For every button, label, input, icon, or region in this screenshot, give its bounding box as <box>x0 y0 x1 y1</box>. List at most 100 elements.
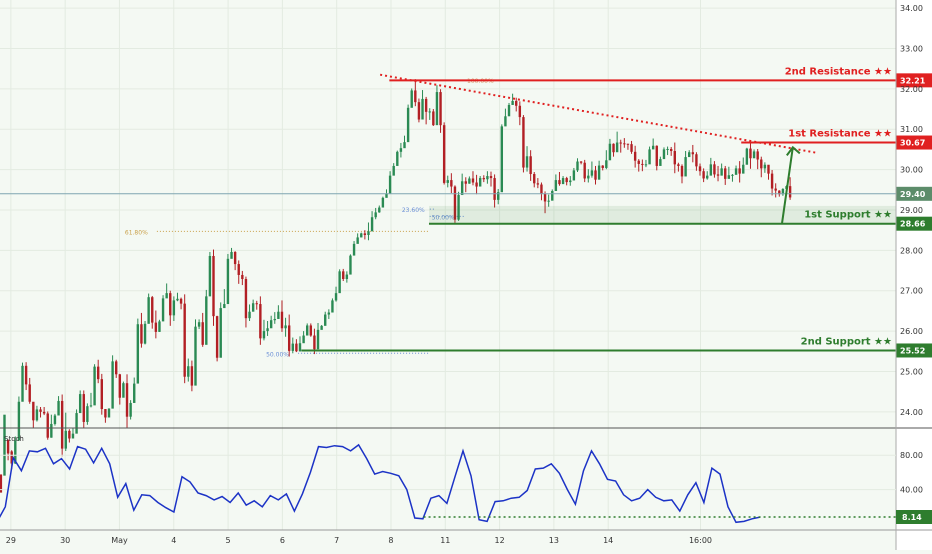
candle-body <box>284 325 287 329</box>
candle-body <box>367 231 370 235</box>
candle-body <box>287 325 291 351</box>
support-zone <box>428 205 896 224</box>
price-tick-label: 32.00 <box>900 85 923 94</box>
candle-body <box>356 237 359 244</box>
candle-body <box>540 184 543 194</box>
level-price-tag: 25.52 <box>900 346 925 355</box>
candle-body <box>331 300 334 313</box>
candle-body <box>543 193 547 202</box>
candle-body <box>731 174 734 176</box>
candle-body <box>688 152 691 158</box>
candle-body <box>565 178 568 183</box>
candle-body <box>342 271 345 280</box>
candle-body <box>529 156 532 175</box>
candle-body <box>572 170 576 181</box>
candle-body <box>78 394 82 414</box>
candle-body <box>756 151 759 160</box>
candle-body <box>320 325 323 330</box>
candle-body <box>619 142 622 144</box>
level-price-tag-bg <box>896 73 932 88</box>
price-tick-label: 25.00 <box>900 367 923 376</box>
candle-body <box>230 251 233 259</box>
candle-body <box>569 180 572 183</box>
level-price-tag-bg <box>896 343 932 358</box>
candle-body <box>644 164 648 166</box>
candle-body <box>695 154 698 167</box>
candle-body <box>291 343 294 351</box>
candle-body <box>28 384 31 402</box>
candle-body <box>515 100 518 106</box>
candle-body <box>161 298 165 322</box>
candle-body <box>223 304 226 309</box>
candle-body <box>100 379 103 410</box>
candle-body <box>706 175 709 179</box>
candle-body <box>75 413 78 434</box>
candle-body <box>93 366 96 406</box>
time-tick-label: 6 <box>280 536 285 545</box>
candle-body <box>460 181 464 196</box>
candle-body <box>522 117 525 168</box>
candle-body <box>738 168 741 174</box>
candle-body <box>64 430 67 449</box>
candle-body <box>778 190 781 195</box>
candle-body <box>183 303 186 377</box>
candle-body <box>57 400 60 416</box>
candle-body <box>752 151 756 159</box>
candle-body <box>176 298 179 301</box>
time-tick-label: 5 <box>226 536 231 545</box>
price-tick-label: 24.00 <box>900 408 923 417</box>
candle-body <box>42 411 46 414</box>
candle-body <box>352 243 356 256</box>
candle-body <box>194 326 197 386</box>
candle-body <box>684 157 687 177</box>
candle-body <box>147 297 150 324</box>
candle-body <box>590 170 594 176</box>
stoch-value-tag: 8.14 <box>902 513 922 522</box>
candle-body <box>788 186 792 198</box>
candle-body <box>435 92 439 126</box>
candle-body <box>536 183 540 185</box>
candle-body <box>457 195 460 220</box>
candle-body <box>237 264 240 275</box>
candle-body <box>349 255 352 275</box>
stoch-line <box>0 443 761 524</box>
candle-body <box>432 111 435 126</box>
time-tick-label: 12 <box>494 536 504 545</box>
candle-body <box>226 258 230 305</box>
candle-body <box>334 293 338 301</box>
candle-body <box>767 164 770 174</box>
candle-body <box>471 178 475 183</box>
candle-body <box>507 104 511 117</box>
price-tick-label: 30.00 <box>900 166 923 175</box>
candle-body <box>89 405 93 407</box>
candle-body <box>673 151 676 165</box>
candle-body <box>677 164 680 166</box>
candle-body <box>558 180 561 185</box>
level-price-tag-bg <box>896 216 932 231</box>
candle-body <box>511 100 514 105</box>
candle-body <box>0 474 3 493</box>
price-tick-label: 27.00 <box>900 287 923 296</box>
candle-body <box>504 116 507 127</box>
level-name: 1st Support ★★ <box>804 210 892 221</box>
candle-body <box>255 303 258 305</box>
candle-body <box>760 159 763 169</box>
candle-body <box>716 174 720 176</box>
candle-body <box>17 401 21 441</box>
candle-body <box>662 149 666 160</box>
candle-body <box>179 298 183 304</box>
level-price-tag: 32.21 <box>900 76 926 85</box>
candle-body <box>205 296 208 345</box>
candle-body <box>107 408 111 418</box>
candle-body <box>169 293 172 316</box>
price-tick-label: 34.00 <box>900 4 923 13</box>
price-tick-label: 28.00 <box>900 246 923 255</box>
candle-body <box>637 160 640 164</box>
candle-body <box>259 304 262 339</box>
candle-body <box>424 98 428 112</box>
candle-body <box>439 92 442 126</box>
candle-body <box>370 217 374 232</box>
candle-body <box>680 165 684 177</box>
